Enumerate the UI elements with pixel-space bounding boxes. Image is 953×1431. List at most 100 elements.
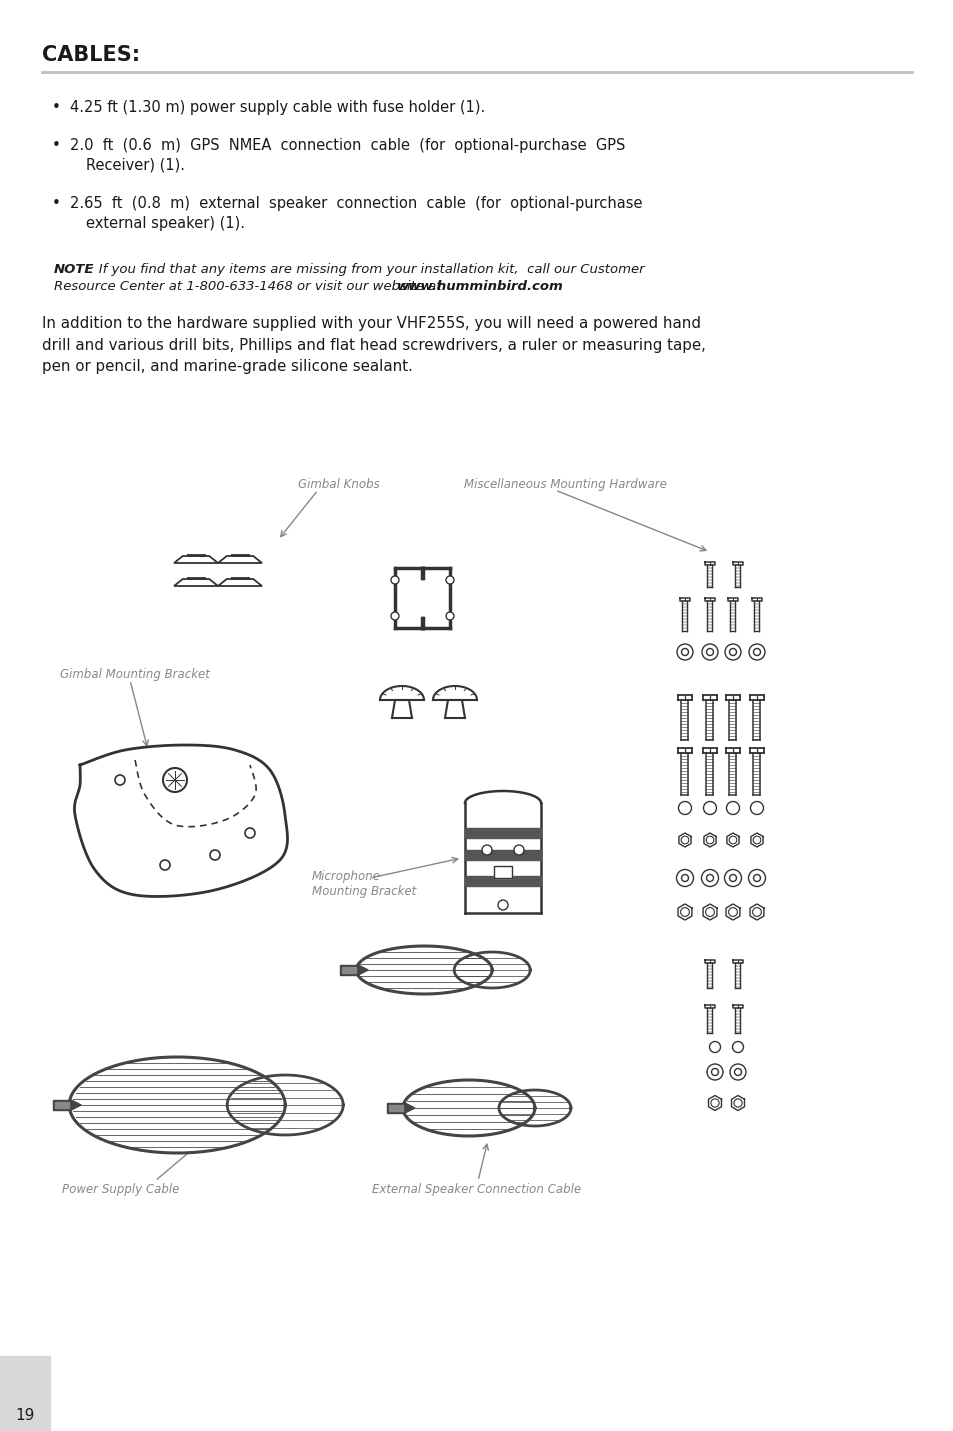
Polygon shape xyxy=(70,1058,285,1153)
Circle shape xyxy=(732,1042,742,1052)
Text: Gimbal Knobs: Gimbal Knobs xyxy=(297,478,379,491)
Text: 2.65  ft  (0.8  m)  external  speaker  connection  cable  (for  optional-purchas: 2.65 ft (0.8 m) external speaker connect… xyxy=(70,196,641,210)
Polygon shape xyxy=(679,833,690,847)
Polygon shape xyxy=(749,695,763,700)
Polygon shape xyxy=(454,952,530,987)
Circle shape xyxy=(728,836,736,844)
Polygon shape xyxy=(731,1096,743,1110)
Circle shape xyxy=(748,644,764,660)
Circle shape xyxy=(728,907,737,916)
Circle shape xyxy=(729,874,736,881)
Polygon shape xyxy=(704,960,714,963)
Text: Gimbal Mounting Bracket: Gimbal Mounting Bracket xyxy=(60,668,210,681)
Polygon shape xyxy=(75,746,285,894)
Circle shape xyxy=(680,648,688,655)
Polygon shape xyxy=(74,746,287,896)
Text: Power Supply Cable: Power Supply Cable xyxy=(62,1183,179,1196)
Polygon shape xyxy=(227,1075,343,1135)
Circle shape xyxy=(752,836,760,844)
Circle shape xyxy=(724,644,740,660)
Text: •: • xyxy=(52,100,61,114)
Circle shape xyxy=(748,870,764,886)
Polygon shape xyxy=(433,685,476,700)
Circle shape xyxy=(163,768,187,791)
Polygon shape xyxy=(464,803,540,913)
Polygon shape xyxy=(732,562,742,565)
Polygon shape xyxy=(444,700,464,718)
Polygon shape xyxy=(340,964,357,975)
Text: Receiver) (1).: Receiver) (1). xyxy=(86,157,185,173)
Polygon shape xyxy=(749,748,763,753)
Text: www.humminbird.com: www.humminbird.com xyxy=(396,280,563,293)
Circle shape xyxy=(710,1099,719,1108)
Polygon shape xyxy=(464,876,540,886)
Polygon shape xyxy=(732,960,742,963)
Polygon shape xyxy=(218,580,262,587)
Circle shape xyxy=(391,612,398,620)
Polygon shape xyxy=(726,833,739,847)
Polygon shape xyxy=(732,1005,742,1007)
Circle shape xyxy=(677,644,692,660)
Polygon shape xyxy=(71,1100,81,1110)
Text: CABLES:: CABLES: xyxy=(42,44,140,64)
Circle shape xyxy=(726,801,739,814)
Circle shape xyxy=(723,870,740,886)
Polygon shape xyxy=(464,850,540,860)
Polygon shape xyxy=(704,598,714,601)
Circle shape xyxy=(680,836,688,844)
Polygon shape xyxy=(494,866,512,879)
Polygon shape xyxy=(750,833,762,847)
Circle shape xyxy=(705,836,713,844)
Circle shape xyxy=(514,844,523,854)
Text: In addition to the hardware supplied with your VHF255S, you will need a powered : In addition to the hardware supplied wit… xyxy=(42,316,705,373)
Circle shape xyxy=(702,801,716,814)
Polygon shape xyxy=(387,1103,404,1113)
Text: NOTE: NOTE xyxy=(54,263,94,276)
Circle shape xyxy=(446,612,454,620)
Circle shape xyxy=(210,850,220,860)
Polygon shape xyxy=(678,748,691,753)
Circle shape xyxy=(706,874,713,881)
Circle shape xyxy=(701,644,718,660)
Circle shape xyxy=(678,801,691,814)
Polygon shape xyxy=(751,598,761,601)
Polygon shape xyxy=(725,904,740,920)
Polygon shape xyxy=(679,598,689,601)
Circle shape xyxy=(115,776,125,786)
Polygon shape xyxy=(704,1005,714,1007)
FancyBboxPatch shape xyxy=(393,568,424,628)
Polygon shape xyxy=(53,1100,71,1110)
Text: : If you find that any items are missing from your installation kit,  call our C: : If you find that any items are missing… xyxy=(90,263,644,276)
Text: 19: 19 xyxy=(15,1408,34,1422)
Circle shape xyxy=(245,829,254,839)
Text: Miscellaneous Mounting Hardware: Miscellaneous Mounting Hardware xyxy=(463,478,666,491)
Text: •: • xyxy=(52,137,61,153)
Circle shape xyxy=(734,1069,740,1076)
Circle shape xyxy=(729,1065,745,1080)
Circle shape xyxy=(753,874,760,881)
Circle shape xyxy=(497,900,507,910)
Polygon shape xyxy=(402,1080,535,1136)
Circle shape xyxy=(446,577,454,584)
Polygon shape xyxy=(702,695,717,700)
FancyBboxPatch shape xyxy=(419,568,452,628)
Circle shape xyxy=(481,844,492,854)
Circle shape xyxy=(391,577,398,584)
Circle shape xyxy=(680,874,688,881)
Polygon shape xyxy=(173,557,218,562)
Circle shape xyxy=(705,907,714,916)
Text: Microphone
Mounting Bracket: Microphone Mounting Bracket xyxy=(312,870,416,899)
Polygon shape xyxy=(702,748,717,753)
Text: external speaker) (1).: external speaker) (1). xyxy=(86,216,245,230)
Polygon shape xyxy=(404,1103,415,1113)
Text: .: . xyxy=(509,280,513,293)
Bar xyxy=(0,1357,50,1431)
Circle shape xyxy=(706,1065,722,1080)
Polygon shape xyxy=(725,748,740,753)
Polygon shape xyxy=(678,904,691,920)
Polygon shape xyxy=(702,904,716,920)
Circle shape xyxy=(676,870,693,886)
Circle shape xyxy=(711,1069,718,1076)
Polygon shape xyxy=(357,964,368,975)
Circle shape xyxy=(729,648,736,655)
